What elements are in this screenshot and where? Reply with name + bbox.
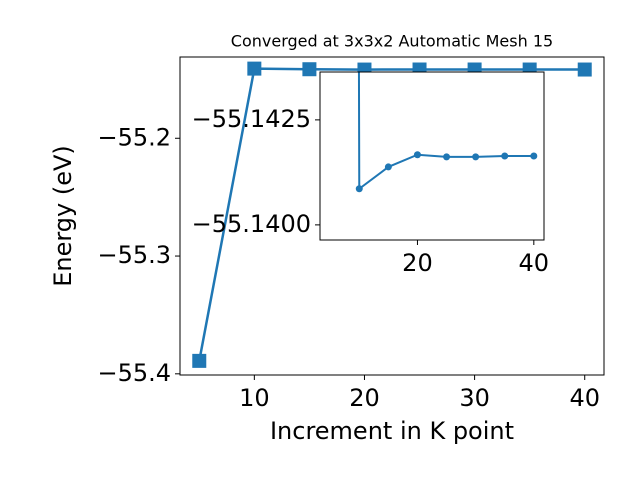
x-tick-label: 20	[349, 384, 380, 412]
data-point	[501, 152, 509, 160]
data-point	[355, 185, 363, 193]
axes-frame	[319, 71, 545, 241]
plot-clip	[355, 72, 538, 193]
data-point	[192, 353, 207, 368]
x-tick-label: 40	[569, 384, 600, 412]
y-tick-label: −55.1400	[192, 210, 311, 238]
y-tick-label: −55.2	[97, 123, 171, 151]
data-point	[384, 163, 392, 171]
data-point	[302, 62, 317, 77]
data-point	[472, 153, 480, 161]
x-tick-label: 40	[519, 249, 550, 277]
x-axis-label: Increment in K point	[270, 417, 514, 445]
data-point	[247, 61, 262, 76]
y-tick-label: −55.3	[97, 241, 171, 269]
x-tick-label: 20	[402, 249, 433, 277]
data-point	[577, 62, 592, 77]
data-point	[530, 152, 538, 160]
y-tick-label: −55.1425	[192, 105, 311, 133]
chart-title: Converged at 3x3x2 Automatic Mesh 15	[231, 32, 553, 51]
x-tick-label: 30	[459, 384, 490, 412]
data-point	[443, 153, 451, 161]
axes-frame	[179, 56, 605, 376]
data-line	[198, 67, 585, 362]
y-axis-label: Energy (eV)	[49, 145, 77, 287]
data-point	[413, 151, 421, 159]
data-line	[357, 72, 534, 191]
x-tick-label: 10	[239, 384, 270, 412]
y-tick-label: −55.4	[97, 359, 171, 387]
